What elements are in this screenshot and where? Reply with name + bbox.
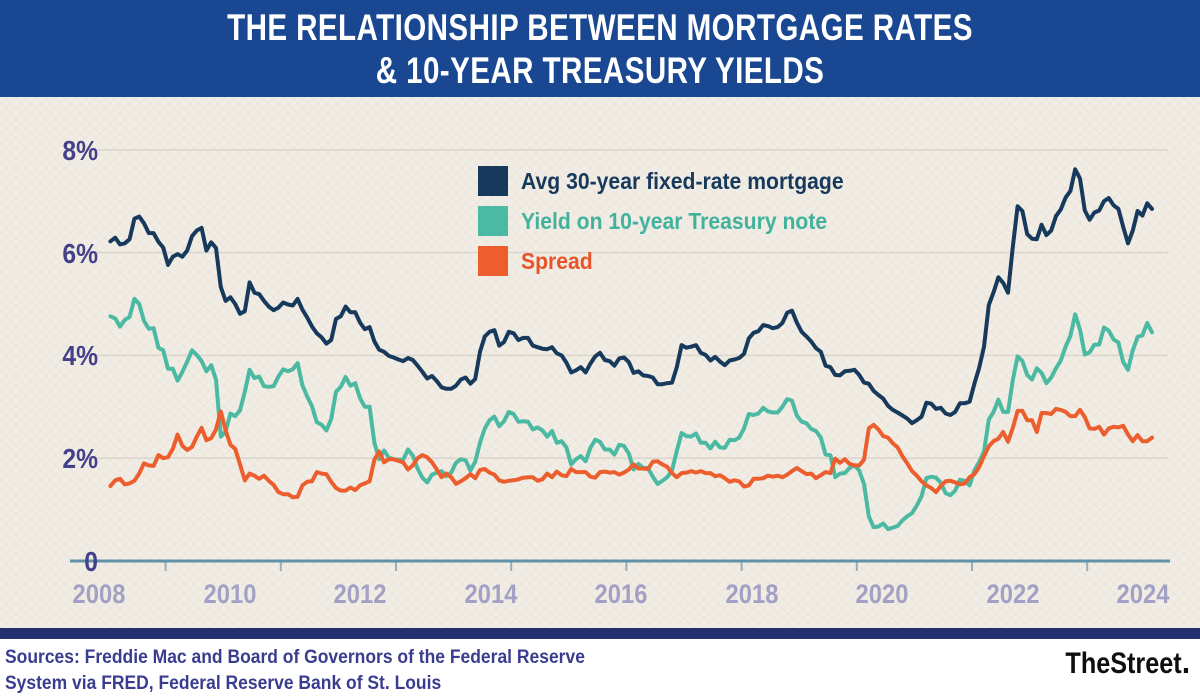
x-tick-2008: 2008 xyxy=(72,579,126,609)
x-tick-2022: 2022 xyxy=(986,579,1040,609)
x-tick-2020: 2020 xyxy=(855,579,909,609)
page-title-line2: & 10-YEAR TREASURY YIELDS xyxy=(375,49,825,91)
y-tick-0: 0 xyxy=(84,546,98,577)
spread-swatch-icon xyxy=(478,246,508,276)
legend-label-spread: Spread xyxy=(521,247,593,274)
thestreet-logo-text: TheStreet xyxy=(1065,647,1182,680)
x-tick-2014: 2014 xyxy=(464,579,518,609)
legend-item-treasury: Yield on 10-year Treasury note xyxy=(478,206,872,236)
footer: Sources: Freddie Mac and Board of Govern… xyxy=(0,628,1200,700)
thestreet-logo-dot-icon xyxy=(1183,668,1188,673)
sources-line2: System via FRED, Federal Reserve Bank of… xyxy=(5,673,442,694)
page-title-line1: THE RELATIONSHIP BETWEEN MORTGAGE RATES xyxy=(227,6,973,48)
legend-label-treasury: Yield on 10-year Treasury note xyxy=(521,207,828,234)
sources-line1: Sources: Freddie Mac and Board of Govern… xyxy=(5,647,585,668)
footer-body: Sources: Freddie Mac and Board of Govern… xyxy=(0,639,1200,700)
chart-legend: Avg 30-year fixed-rate mortgage Yield on… xyxy=(478,166,872,286)
thestreet-logo: TheStreet xyxy=(1065,647,1188,681)
y-tick-4pct: 4% xyxy=(62,340,98,371)
sources-note: Sources: Freddie Mac and Board of Govern… xyxy=(5,645,585,697)
y-tick-8pct: 8% xyxy=(62,135,98,166)
y-tick-6pct: 6% xyxy=(62,238,98,269)
y-tick-2pct: 2% xyxy=(62,443,98,474)
legend-item-mortgage: Avg 30-year fixed-rate mortgage xyxy=(478,166,872,196)
x-tick-2012: 2012 xyxy=(333,579,387,609)
x-tick-2024: 2024 xyxy=(1116,579,1170,609)
mortgage-swatch-icon xyxy=(478,166,508,196)
legend-item-spread: Spread xyxy=(478,246,872,276)
treasury-swatch-icon xyxy=(478,206,508,236)
footer-divider-bar xyxy=(0,628,1200,639)
title-banner: THE RELATIONSHIP BETWEEN MORTGAGE RATES … xyxy=(0,0,1200,97)
x-tick-2016: 2016 xyxy=(594,579,648,609)
x-tick-2010: 2010 xyxy=(203,579,257,609)
x-tick-2018: 2018 xyxy=(725,579,779,609)
legend-label-mortgage: Avg 30-year fixed-rate mortgage xyxy=(521,167,844,194)
